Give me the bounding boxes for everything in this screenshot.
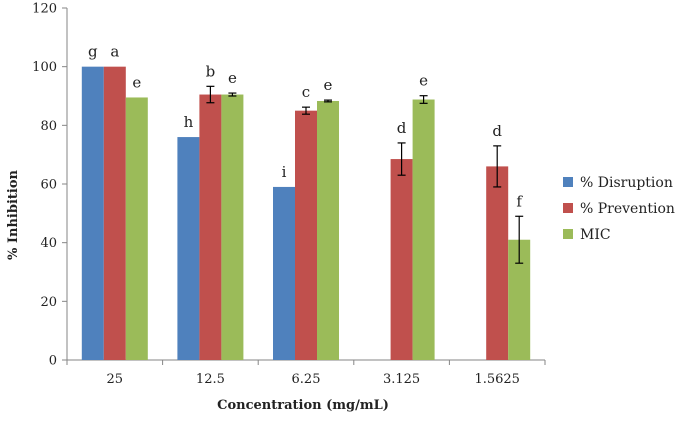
significance-label: e [228, 69, 237, 87]
x-tick-label: 1.5625 [474, 372, 520, 387]
x-tick-label: 25 [107, 372, 124, 387]
legend: % Disruption % Prevention MIC [563, 175, 675, 243]
legend-label: MIC [580, 227, 611, 243]
significance-label: a [110, 43, 119, 61]
significance-label: e [132, 73, 141, 91]
bar [125, 97, 148, 360]
bar [486, 166, 509, 360]
bar [295, 110, 317, 361]
significance-label: e [324, 76, 333, 94]
significance-label: d [397, 119, 407, 137]
y-tick-label: 40 [40, 236, 57, 251]
x-tick-label: 12.5 [196, 372, 225, 387]
x-tick-label: 6.25 [292, 372, 321, 387]
bar [273, 186, 295, 360]
significance-label: d [492, 122, 502, 140]
bar [221, 94, 244, 361]
legend-swatch [563, 229, 573, 239]
y-tick-label: 0 [49, 354, 57, 369]
significance-label: b [206, 62, 216, 80]
significance-label: i [282, 163, 287, 181]
significance-label: f [516, 192, 523, 210]
legend-swatch [563, 177, 573, 187]
significance-label: e [419, 72, 428, 90]
legend-label: % Prevention [580, 201, 675, 217]
bar [390, 159, 413, 360]
y-tick-label: 60 [40, 178, 57, 193]
axes: 0 20 40 60 80 100 120 25 12.5 6.25 3.125 1.5625 [32, 2, 546, 387]
bar [177, 137, 200, 360]
significance-label: c [302, 83, 310, 101]
legend-label: % Disruption [580, 175, 673, 191]
y-tick-label: 20 [40, 295, 57, 310]
significance-label: g [88, 43, 98, 61]
significance-label: h [184, 113, 194, 131]
y-axis-title: % Inhibition [6, 170, 21, 260]
bar [508, 239, 531, 360]
y-tick-label: 120 [32, 2, 57, 17]
bar [199, 94, 222, 361]
bar [81, 66, 104, 361]
bar [317, 100, 339, 360]
x-axis-title: Concentration (mg/mL) [217, 398, 389, 413]
y-tick-label: 100 [32, 60, 57, 75]
x-tick-label: 3.125 [383, 372, 420, 387]
legend-swatch [563, 203, 573, 213]
bar [103, 66, 126, 361]
bars [81, 66, 531, 361]
bar [412, 99, 435, 361]
y-tick-label: 80 [40, 119, 57, 134]
